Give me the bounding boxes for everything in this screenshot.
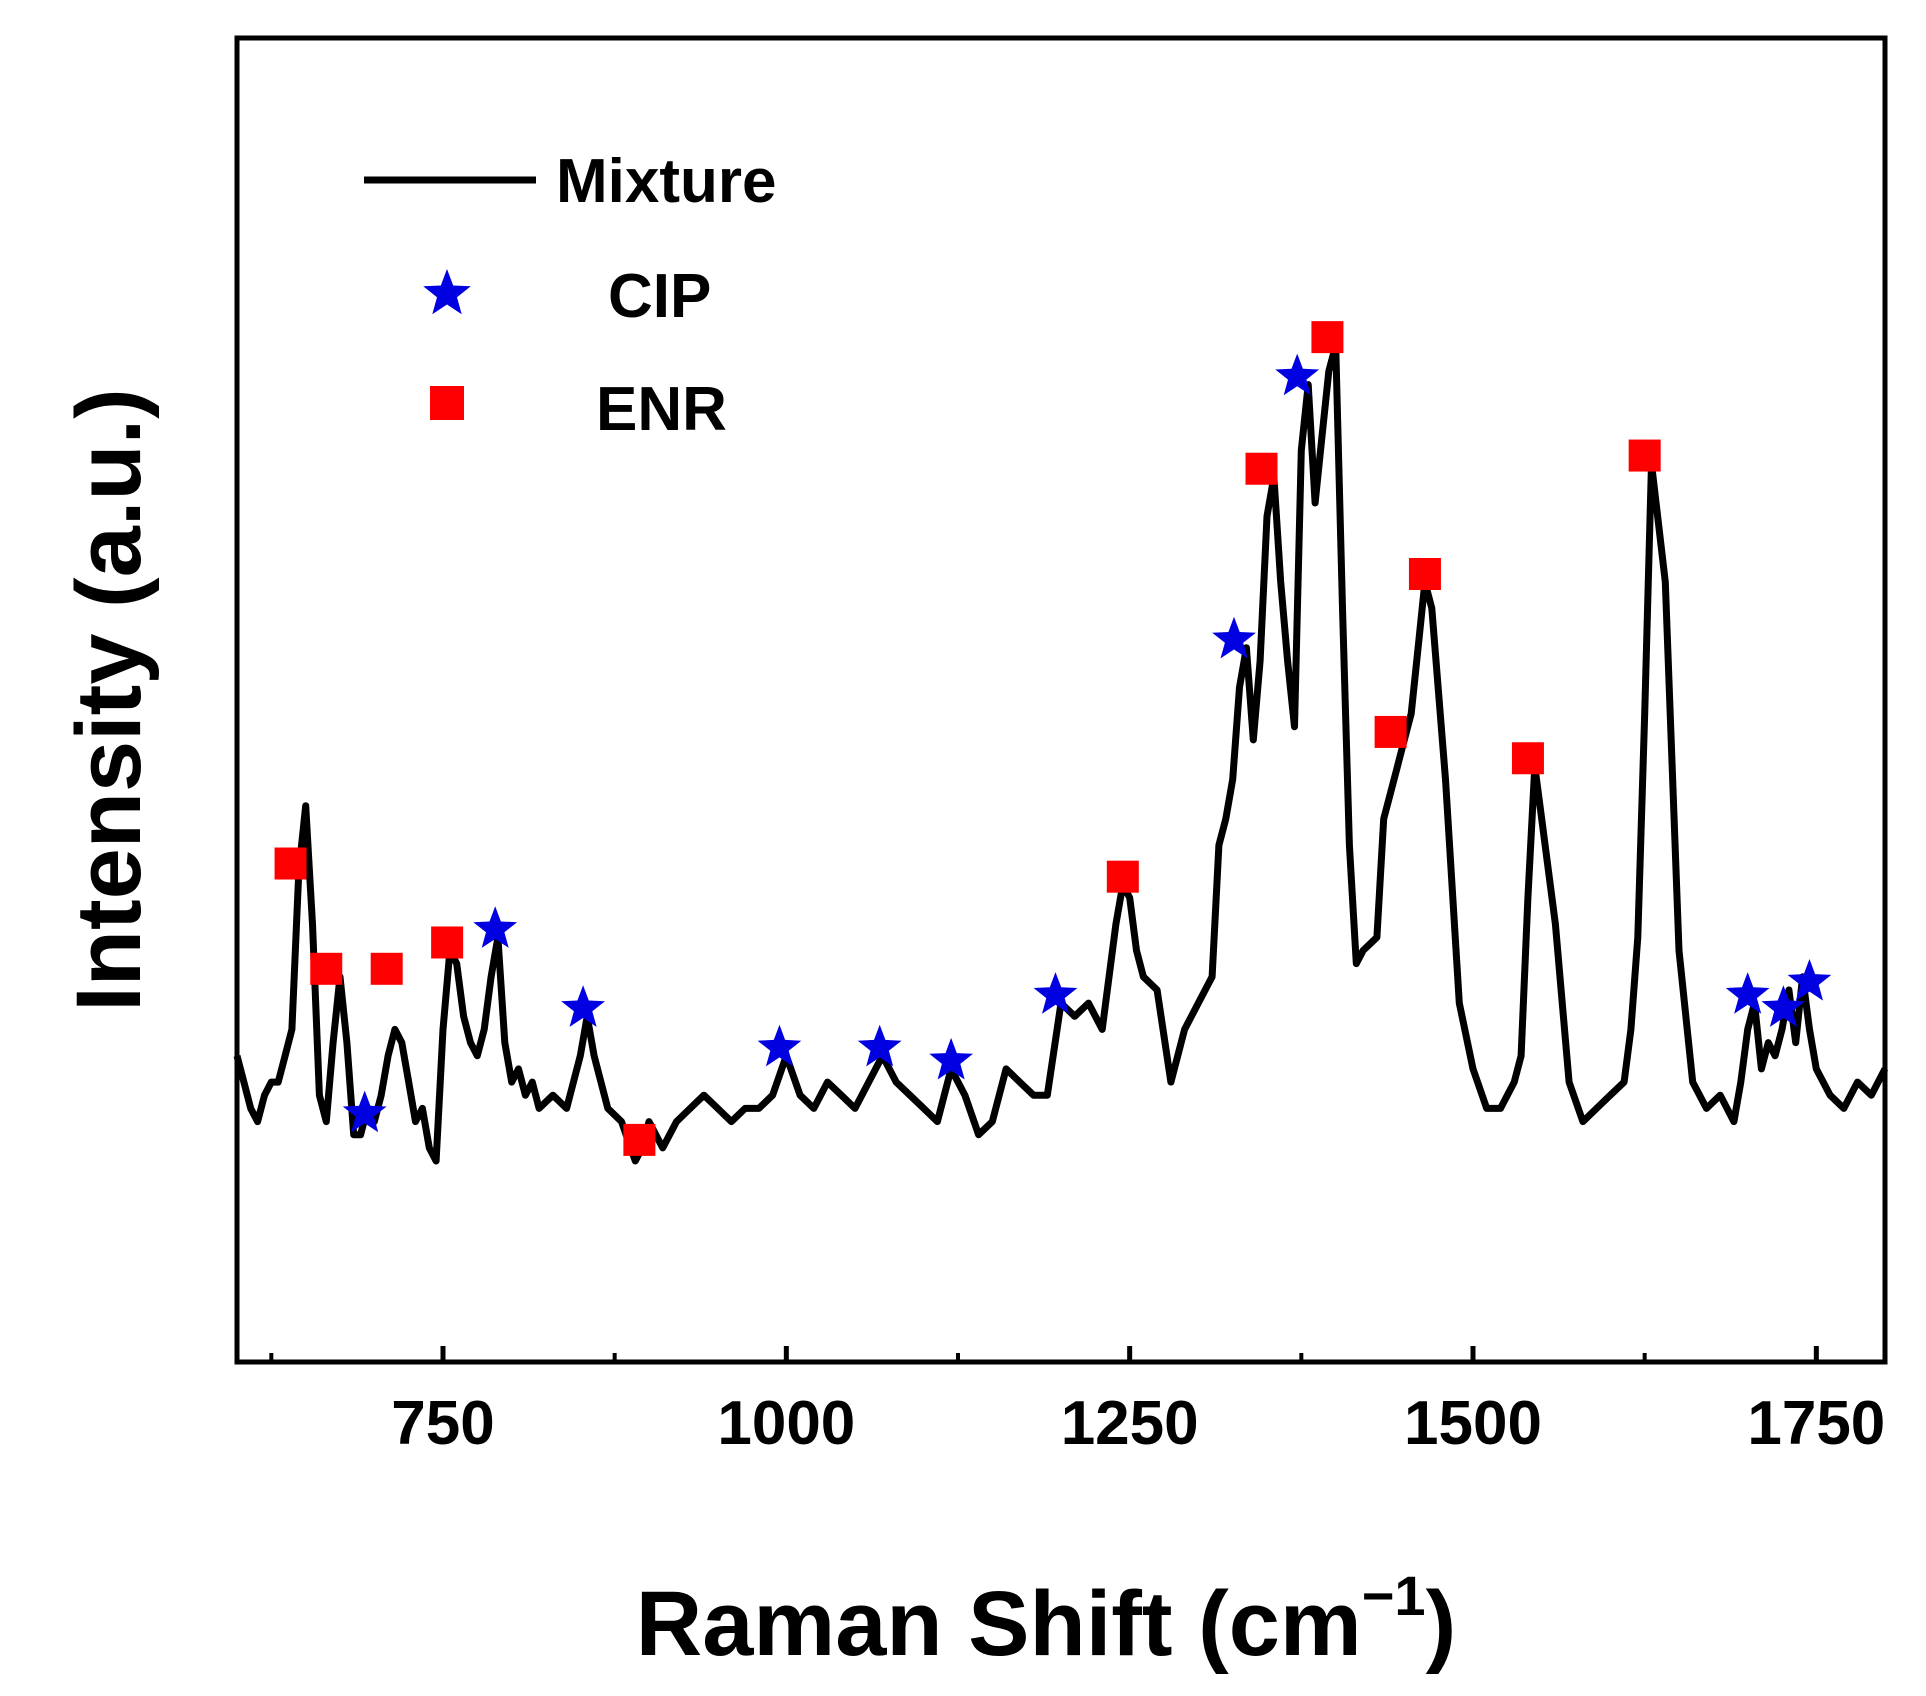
y-axis-title: Intensity (a.u.): [58, 388, 160, 1012]
plot-frame: [234, 35, 1888, 1365]
x-tick-label: 1000: [717, 1389, 855, 1458]
enr-peak-square: [1106, 860, 1139, 893]
legend-square-icon: [430, 386, 464, 420]
series-line-mixture: [233, 341, 1889, 1165]
cip-peak-star: [1033, 972, 1078, 1014]
cip-peak-star: [929, 1037, 973, 1080]
x-tick-label: 1750: [1747, 1389, 1885, 1458]
enr-peak-square: [274, 847, 307, 880]
cip-peak-star: [857, 1024, 902, 1067]
x-axis-title-close: ): [1426, 1573, 1457, 1675]
cip-peak-star: [1725, 972, 1770, 1014]
peak-markers: [274, 321, 1832, 1156]
cip-peak-star: [342, 1090, 387, 1133]
series-layer: [233, 341, 1889, 1165]
enr-peak-square: [623, 1123, 656, 1156]
cip-peak-star: [1787, 959, 1832, 1001]
legend-star-icon: [423, 269, 471, 315]
x-tick-label: 1250: [1061, 1389, 1199, 1458]
x-axis-ticks: 750 1000 1250 1500 1750: [269, 1346, 1885, 1458]
enr-peak-square: [1245, 452, 1278, 485]
x-axis-title-main: Raman Shift (cm: [636, 1573, 1362, 1675]
cip-peak-star: [1275, 353, 1320, 396]
cip-peak-star: [1761, 985, 1806, 1027]
enr-peak-square: [1311, 321, 1344, 354]
x-axis-title-sup: −1: [1362, 1564, 1426, 1627]
legend: Mixture CIP ENR: [364, 147, 776, 444]
legend-label-enr: ENR: [596, 375, 727, 444]
legend-label-mixture: Mixture: [556, 147, 776, 216]
cip-peak-star: [757, 1024, 802, 1067]
cip-peak-star: [1212, 616, 1256, 659]
enr-peak-square: [1408, 558, 1441, 590]
x-axis-title: Raman Shift (cm−1): [636, 1564, 1456, 1675]
x-tick-label: 750: [391, 1389, 494, 1458]
enr-peak-square: [310, 952, 343, 985]
legend-label-cip: CIP: [608, 262, 711, 331]
enr-peak-square: [431, 926, 464, 959]
enr-peak-square: [1511, 742, 1544, 775]
enr-peak-square: [1628, 439, 1661, 472]
enr-peak-square: [370, 952, 403, 985]
cip-peak-star: [473, 906, 518, 948]
x-tick-label: 1500: [1404, 1389, 1542, 1458]
enr-peak-square: [1374, 715, 1407, 748]
cip-peak-star: [561, 985, 605, 1027]
